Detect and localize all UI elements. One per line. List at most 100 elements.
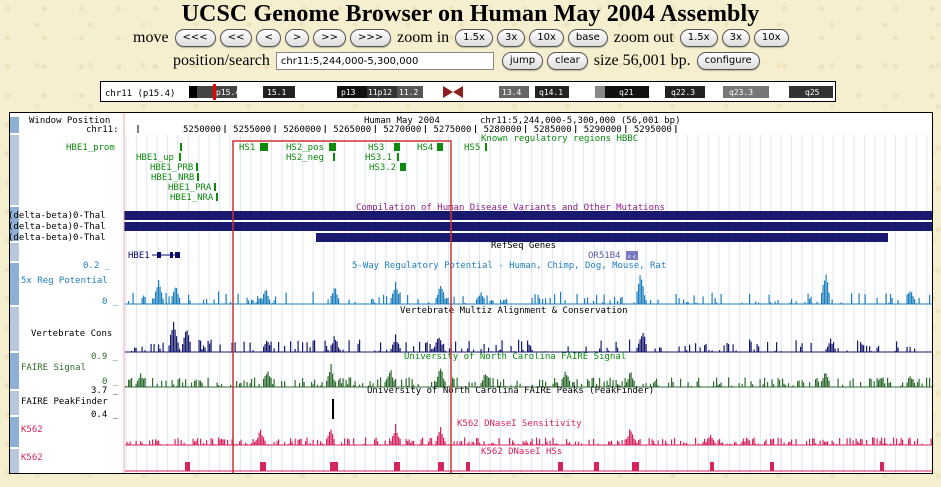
signal-bar (264, 375, 266, 387)
signal-bar (440, 285, 442, 304)
zoom-in-3x-button[interactable]: 3x (496, 29, 526, 47)
signal-bar (158, 279, 160, 304)
move-left-button[interactable]: < (256, 29, 281, 47)
reg-element-feature[interactable] (179, 153, 181, 161)
dnase-track-title: K562 DNaseI Sensitivity (457, 419, 582, 429)
move-right-button[interactable]: > (284, 29, 310, 47)
move-right-more-button[interactable]: >> (313, 29, 346, 47)
move-left-more-button[interactable]: << (219, 29, 253, 47)
signal-bar (197, 438, 199, 445)
signal-bar (396, 342, 398, 352)
signal-bar (476, 299, 478, 304)
track-handle[interactable] (10, 135, 19, 205)
track-handle[interactable] (10, 207, 19, 241)
reg-element-feature[interactable] (216, 193, 218, 201)
signal-bar (914, 348, 916, 352)
signal-bar (609, 300, 611, 304)
hs-feature[interactable] (437, 143, 443, 151)
refseq-gene-feature[interactable] (626, 251, 638, 260)
hs-feature[interactable] (333, 153, 335, 161)
clear-button[interactable]: clear (547, 52, 588, 70)
refseq-exon[interactable] (170, 252, 173, 258)
track-handle[interactable] (10, 263, 19, 305)
hs-feature[interactable] (400, 163, 406, 171)
signal-bar (468, 441, 470, 445)
zoom-out-3x-button[interactable]: 3x (721, 29, 750, 47)
zoom-out-10x-button[interactable]: 10x (753, 29, 789, 47)
track-handle[interactable] (10, 353, 19, 389)
reg-element-feature[interactable] (196, 163, 198, 171)
disease-variant-bar[interactable] (124, 211, 933, 220)
hss-label: K562 (21, 453, 43, 463)
signal-bar (141, 377, 143, 387)
configure-button[interactable]: configure (696, 52, 760, 70)
signal-bar (348, 340, 350, 352)
track-handle[interactable] (10, 243, 19, 261)
move-right-far-button[interactable]: >>> (350, 29, 392, 47)
zoom-in-1.5x-button[interactable]: 1.5x (455, 29, 493, 47)
signal-bar (744, 377, 746, 387)
signal-bar (218, 437, 220, 445)
hs-feature[interactable] (485, 143, 487, 151)
refseq-exon[interactable] (157, 252, 161, 258)
hs-feature[interactable] (260, 143, 268, 151)
hss-track-title: K562 DNaseI HSs (481, 447, 562, 457)
ruler-tick-label: 5260000 (283, 125, 321, 135)
zoom-in-10x-button[interactable]: 10x (529, 29, 564, 47)
dnase-signal[interactable] (125, 424, 933, 446)
signal-bar (501, 340, 503, 352)
signal-bar (914, 383, 916, 387)
position-search-input[interactable] (275, 52, 494, 70)
tracks-panel[interactable]: Window Position chr11: Human May 2004 ch… (9, 112, 933, 474)
hbe1-prom-feature[interactable] (180, 143, 182, 151)
signal-bar (671, 377, 673, 387)
signal-bar (629, 429, 631, 445)
reg-potential-signal[interactable] (125, 274, 933, 305)
dnase-hss[interactable] (125, 462, 933, 472)
disease-variant-bar[interactable] (124, 222, 933, 231)
signal-bar (452, 377, 454, 387)
reg-potential-max: 0.2 _ (83, 261, 111, 271)
hs-feature[interactable] (329, 143, 336, 151)
track-handle[interactable] (10, 449, 19, 473)
signal-bar (273, 379, 275, 387)
hs-feature[interactable] (394, 143, 400, 151)
signal-bar (321, 443, 323, 445)
track-handle[interactable] (10, 417, 19, 447)
disease-variant-bar[interactable] (316, 233, 888, 242)
reg-element-feature[interactable] (214, 183, 216, 191)
signal-bar (575, 441, 577, 445)
signal-bar (345, 379, 347, 387)
signal-bar (333, 379, 335, 387)
track-handle[interactable] (10, 307, 19, 351)
signal-bar (339, 378, 341, 387)
faire-signal[interactable] (125, 363, 933, 388)
signal-bar (906, 347, 908, 352)
signal-bar (876, 378, 878, 387)
chromosome-ideogram[interactable]: chr11 (p15.4) p15.4 15.1 p13 11p12 11.2 … (100, 81, 836, 102)
track-handle[interactable] (10, 117, 19, 133)
signal-bar (834, 348, 836, 352)
zoom-base-button[interactable]: base (567, 29, 608, 47)
signal-bar (378, 297, 380, 304)
move-left-far-button[interactable]: <<< (174, 29, 216, 47)
signal-bar (327, 376, 329, 387)
jump-button[interactable]: jump (501, 52, 544, 70)
signal-bar (849, 380, 851, 387)
hs-feature[interactable] (397, 153, 399, 161)
signal-bar (639, 275, 641, 304)
track-handle[interactable] (10, 391, 19, 415)
signal-bar (443, 378, 445, 387)
reg-element-feature[interactable] (197, 173, 199, 181)
signal-bar (773, 384, 775, 387)
conservation-signal[interactable] (125, 321, 933, 353)
zoom-out-1.5x-button[interactable]: 1.5x (679, 29, 718, 47)
signal-bar (900, 385, 902, 387)
signal-bar (906, 382, 908, 387)
refseq-exon[interactable] (175, 252, 180, 258)
signal-bar (932, 384, 933, 387)
signal-bar (596, 294, 598, 304)
faire-peak[interactable] (332, 399, 334, 419)
signal-bar (291, 441, 293, 445)
signal-bar (849, 437, 851, 445)
